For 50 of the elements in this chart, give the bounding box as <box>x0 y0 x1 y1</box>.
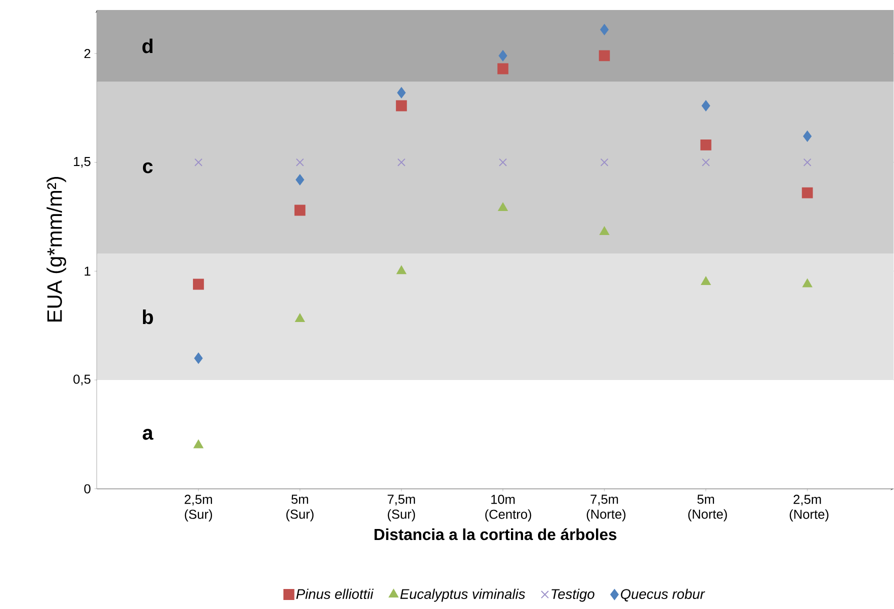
point <box>803 158 812 166</box>
point <box>296 158 304 166</box>
point <box>296 174 304 186</box>
y-tick-label: 2 <box>84 49 90 58</box>
band-label: c <box>142 162 153 174</box>
point <box>802 187 813 198</box>
point <box>194 158 202 166</box>
point <box>803 130 812 142</box>
point <box>700 140 712 151</box>
point <box>600 24 609 36</box>
point <box>194 440 204 448</box>
point <box>702 158 710 166</box>
legend-label: Testigo <box>552 588 594 602</box>
point <box>192 278 204 290</box>
point <box>498 202 508 212</box>
y-tick-label: 0,5 <box>73 374 90 386</box>
band-label: d <box>142 38 152 54</box>
point <box>498 158 507 166</box>
point <box>701 276 711 286</box>
x-tick-label: 2,5m (Sur) <box>184 494 212 522</box>
y-axis-title: EUA (g*mm/m²) <box>46 177 66 322</box>
x-tick-label: 5m (Sur) <box>286 494 314 522</box>
legend-label: Quecus robur <box>620 588 706 602</box>
x-tick-label: 10m (Centro) <box>485 494 532 522</box>
y-tick-label: 1 <box>84 266 90 276</box>
x-tick-label: 7,5m (Norte) <box>586 494 626 522</box>
y-tick-label: 1,5 <box>74 157 90 168</box>
point <box>802 278 812 288</box>
point <box>498 50 508 62</box>
y-tick-label: 0 <box>84 484 90 494</box>
band-label: b <box>142 310 153 324</box>
point <box>702 100 710 112</box>
point <box>295 314 305 322</box>
point <box>294 204 306 216</box>
point <box>194 352 203 364</box>
x-axis-title: Distancia a la cortina de árboles <box>374 528 616 540</box>
point <box>600 158 608 166</box>
x-tick-label: 7,5m (Sur) <box>388 494 415 522</box>
x-tick-label: 2,5m (Norte) <box>790 494 828 522</box>
point <box>600 226 610 236</box>
point <box>396 100 407 112</box>
x-tick-label: 5m (Norte) <box>688 494 727 522</box>
point <box>396 266 406 274</box>
point <box>397 87 406 98</box>
band-label: a <box>142 429 154 440</box>
point <box>598 50 610 62</box>
point <box>397 158 406 166</box>
point <box>497 63 508 74</box>
legend-label: Pinus elliottii <box>296 588 374 600</box>
legend-label: Eucalyptus viminalis <box>400 588 526 602</box>
